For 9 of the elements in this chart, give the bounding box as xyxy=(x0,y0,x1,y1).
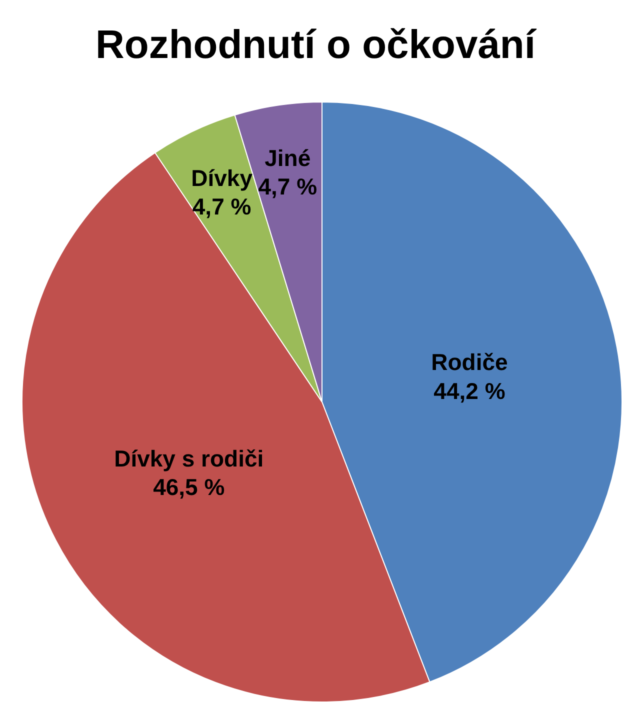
slice-label: Dívky s rodiči xyxy=(114,445,264,472)
data-label: 44,2 % xyxy=(434,378,506,404)
slice-label: Jiné xyxy=(264,144,311,171)
slice-label: Dívky xyxy=(191,164,253,191)
slice-label: Rodiče xyxy=(431,349,508,376)
data-label: 4,7 % xyxy=(258,174,318,200)
data-label: 4,7 % xyxy=(192,194,252,220)
chart-title: Rozhodnutí o očkování xyxy=(96,23,538,67)
data-label: 46,5 % xyxy=(153,474,225,500)
